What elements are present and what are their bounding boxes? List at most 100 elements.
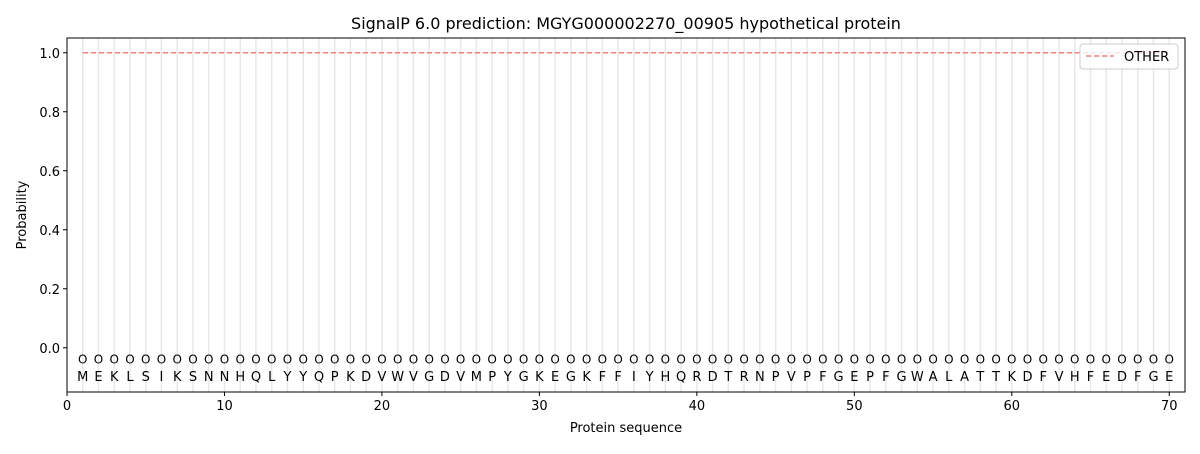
region-label: O — [377, 353, 386, 367]
residue-label: Y — [282, 370, 291, 385]
residue-label: F — [819, 370, 826, 385]
residue-label: Q — [676, 370, 686, 385]
region-label: O — [456, 353, 465, 367]
y-tick-label: 0.6 — [39, 165, 60, 180]
region-label: O — [1007, 353, 1016, 367]
residue-label: P — [866, 370, 874, 385]
residue-label: V — [787, 370, 796, 385]
residue-label: G — [897, 370, 907, 385]
region-label: O — [1133, 353, 1142, 367]
residue-label: K — [173, 370, 182, 385]
residue-label: H — [235, 370, 245, 385]
residue-label: Y — [503, 370, 512, 385]
region-label: O — [1070, 353, 1079, 367]
region-label: O — [409, 353, 418, 367]
residue-label: F — [1087, 370, 1094, 385]
residue-label: E — [1165, 370, 1173, 385]
region-label: O — [330, 353, 339, 367]
residue-label: Y — [298, 370, 307, 385]
residue-label: S — [189, 370, 197, 385]
residue-label: N — [755, 370, 765, 385]
region-label: O — [141, 353, 150, 367]
residue-label: G — [1148, 370, 1158, 385]
region-label: O — [1039, 353, 1048, 367]
region-label: O — [472, 353, 481, 367]
residue-label: F — [1134, 370, 1141, 385]
region-label: O — [125, 353, 134, 367]
region-label: O — [188, 353, 197, 367]
residue-label: V — [377, 370, 386, 385]
region-label: O — [283, 353, 292, 367]
residue-label: M — [77, 370, 88, 385]
residue-label: H — [1070, 370, 1080, 385]
residue-label: E — [1102, 370, 1110, 385]
region-label: O — [676, 353, 685, 367]
y-tick-label: 0.8 — [39, 106, 60, 121]
residue-label: W — [911, 370, 924, 385]
region-label: O — [157, 353, 166, 367]
region-label: O — [850, 353, 859, 367]
residue-label: K — [582, 370, 591, 385]
residue-label: Y — [645, 370, 654, 385]
region-label: O — [1023, 353, 1032, 367]
residue-label: T — [723, 370, 732, 385]
region-label: O — [535, 353, 544, 367]
residue-label: D — [708, 370, 718, 385]
residue-label: E — [94, 370, 102, 385]
region-label: O — [440, 353, 449, 367]
residue-label: F — [1040, 370, 1047, 385]
legend: OTHER — [1079, 43, 1179, 70]
x-tick-label: 0 — [63, 399, 71, 414]
region-label: O — [550, 353, 559, 367]
residue-label: Q — [251, 370, 261, 385]
residue-label: R — [692, 370, 701, 385]
residue-label: F — [882, 370, 889, 385]
region-label: O — [771, 353, 780, 367]
x-tick-label: 20 — [374, 399, 391, 414]
region-label: O — [110, 353, 119, 367]
residue-label: E — [551, 370, 559, 385]
region-label: O — [1086, 353, 1095, 367]
region-label: O — [424, 353, 433, 367]
region-label: O — [960, 353, 969, 367]
region-label: O — [94, 353, 103, 367]
residue-label: R — [740, 370, 749, 385]
chart-title: SignalP 6.0 prediction: MGYG000002270_00… — [351, 14, 901, 34]
residue-label: K — [346, 370, 355, 385]
residue-label: D — [1117, 370, 1127, 385]
residue-label: S — [142, 370, 150, 385]
region-label: O — [346, 353, 355, 367]
region-label: O — [503, 353, 512, 367]
region-label: O — [519, 353, 528, 367]
region-label: O — [220, 353, 229, 367]
residue-label: L — [945, 370, 953, 385]
region-label: O — [204, 353, 213, 367]
x-tick-label: 30 — [531, 399, 548, 414]
residue-label: Q — [314, 370, 324, 385]
residue-label: N — [220, 370, 230, 385]
region-label: O — [692, 353, 701, 367]
residue-label: P — [803, 370, 811, 385]
residue-label: T — [975, 370, 984, 385]
region-label: O — [1054, 353, 1063, 367]
residue-label: V — [1055, 370, 1064, 385]
residue-label: K — [1008, 370, 1017, 385]
residue-label: A — [929, 370, 938, 385]
region-label: O — [487, 353, 496, 367]
residue-label: H — [660, 370, 670, 385]
residue-label: T — [991, 370, 1000, 385]
region-label: O — [739, 353, 748, 367]
residue-label: F — [599, 370, 606, 385]
region-label: O — [787, 353, 796, 367]
region-label: O — [393, 353, 402, 367]
region-label: O — [928, 353, 937, 367]
region-label: O — [881, 353, 890, 367]
residue-label: M — [471, 370, 482, 385]
residue-label: P — [772, 370, 780, 385]
x-tick-label: 10 — [216, 399, 233, 414]
region-label: O — [298, 353, 307, 367]
region-label: O — [755, 353, 764, 367]
x-axis-label: Protein sequence — [570, 421, 682, 436]
region-label: O — [976, 353, 985, 367]
region-label: O — [235, 353, 244, 367]
